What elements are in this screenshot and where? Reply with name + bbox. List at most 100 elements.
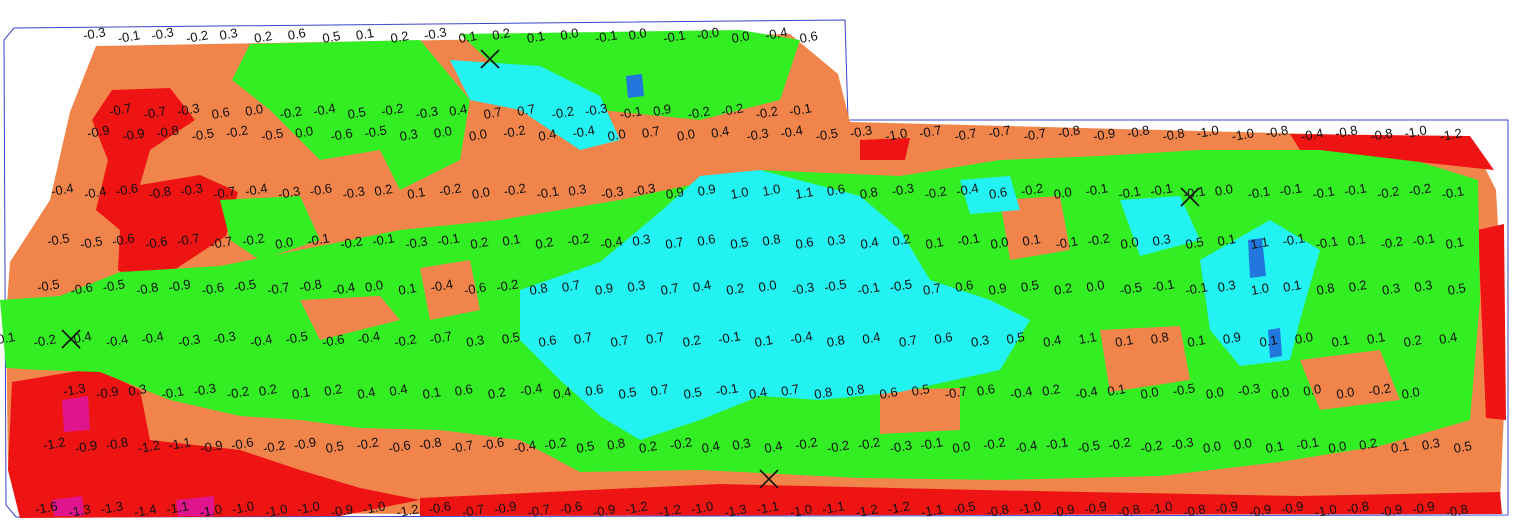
deviation-label: 0.1 [1346, 231, 1366, 249]
deviation-label: -0.1 [1343, 180, 1368, 199]
deviation-label: -0.1 [1295, 434, 1320, 453]
deviation-label: 0.9 [652, 101, 672, 119]
deviation-label: 0.0 [1053, 184, 1073, 202]
deviation-label: -0.2 [543, 434, 568, 453]
deviation-label: -0.5 [79, 233, 104, 252]
deviation-label: -1.2 [657, 501, 682, 520]
deviation-label: 0.0 [294, 123, 314, 141]
deviation-label: -0.3 [82, 24, 107, 43]
deviation-label: -0.9 [493, 498, 518, 517]
deviation-label: -0.9 [592, 501, 617, 520]
deviation-label: 0.1 [291, 384, 311, 402]
deviation-label: -0.3 [277, 183, 302, 202]
zone-red [8, 88, 1506, 518]
deviation-label: -0.7 [526, 501, 551, 520]
deviation-label: 0.0 [274, 234, 294, 252]
deviation-label: 0.4 [388, 381, 408, 399]
deviation-label: 1.1 [1077, 329, 1097, 347]
deviation-label: -1.0 [1018, 498, 1043, 517]
deviation-label: -0.4 [105, 331, 130, 350]
deviation-label: 0.7 [645, 329, 665, 347]
deviation-label: 0.2 [323, 381, 343, 399]
deviation-label: -0.9 [293, 434, 318, 453]
deviation-label: 0.3 [127, 381, 147, 399]
deviation-label: -0.3 [150, 24, 175, 43]
deviation-label: -0.1 [715, 380, 740, 399]
deviation-label: 0.4 [763, 438, 783, 456]
deviation-label: -0.4 [519, 380, 544, 399]
deviation-label: 0.4 [748, 384, 768, 402]
deviation-label: 0.1 [1282, 277, 1302, 295]
deviation-label: -0.8 [1126, 122, 1151, 141]
deviation-label: -1.0 [884, 125, 909, 144]
deviation-label: -1.2 [624, 498, 649, 517]
deviation-label: 0.0 [730, 28, 750, 46]
deviation-label: -0.9 [1051, 501, 1076, 520]
deviation-label: -0.9 [74, 437, 99, 456]
deviation-label: -0.7 [953, 125, 978, 144]
deviation-label: 0.6 [988, 184, 1008, 202]
deviation-label: -0.2 [923, 183, 948, 202]
deviation-label: 0.9 [665, 184, 685, 202]
deviation-label: -0.8 [1265, 122, 1290, 141]
deviation-label: -0.5 [823, 276, 848, 295]
deviation-label: -1.0 [1149, 498, 1174, 517]
deviation-label: 0.0 [1214, 181, 1234, 199]
deviation-label: 0.4 [1438, 329, 1458, 347]
deviation-label: -1.2 [395, 501, 420, 520]
deviation-label: -0.5 [284, 328, 309, 347]
deviation-label: 0.2 [681, 332, 701, 350]
deviation-label: 0.5 [1020, 277, 1040, 295]
deviation-label: 0.2 [389, 28, 409, 46]
deviation-label: 0.0 [1335, 384, 1355, 402]
deviation-label: -0.2 [262, 437, 287, 456]
deviation-label: -1.1 [755, 498, 780, 517]
deviation-label: 0.1 [406, 184, 426, 202]
deviation-label: 0.1 [1258, 332, 1278, 350]
deviation-label: -0.1 [436, 230, 461, 249]
deviation-label: 0.3 [626, 277, 646, 295]
zone-orange-streaks [300, 196, 1400, 434]
deviation-label: 0.0 [471, 184, 491, 202]
zone-magenta [52, 396, 214, 516]
deviation-label: 0.3 [731, 435, 751, 453]
deviation-label: -0.0 [696, 24, 721, 43]
red-zone-top-right [1290, 134, 1494, 170]
deviation-label: -0.2 [1086, 230, 1111, 249]
deviation-label: 0.2 [725, 280, 745, 298]
cyan-zone-center [520, 170, 1030, 440]
deviation-label: -0.8 [1117, 501, 1142, 520]
deviation-label: -0.6 [463, 279, 488, 298]
deviation-label: 0.7 [573, 329, 593, 347]
deviation-label: -0.4 [244, 180, 269, 199]
deviation-label: -0.4 [429, 276, 454, 295]
deviation-label: -0.7 [944, 383, 969, 402]
deviation-label: -0.8 [298, 276, 323, 295]
deviation-label: -0.5 [889, 276, 914, 295]
deviation-label: 0.9 [696, 181, 716, 199]
deviation-label: -0.9 [1248, 501, 1273, 520]
green-zone-left-mid [220, 196, 320, 260]
deviation-label: -0.8 [1334, 122, 1359, 141]
zone-cyan [450, 60, 1320, 440]
deviation-label: 0.8 [813, 384, 833, 402]
deviation-label: -1.1 [920, 501, 945, 520]
deviation-label: -0.2 [495, 276, 520, 295]
deviation-label: 0.2 [1402, 332, 1422, 350]
deviation-label: 0.6 [584, 381, 604, 399]
deviation-label: 0.3 [1381, 280, 1401, 298]
deviation-label: 0.0 [1302, 381, 1322, 399]
deviation-label: 0.5 [1184, 234, 1204, 252]
green-zone-upper-left [232, 40, 470, 190]
magenta-spot-bottom-2 [176, 496, 214, 516]
cross-marker-bottom [759, 469, 779, 489]
deviation-label: -1.3 [723, 501, 748, 520]
cross-marker-left [61, 329, 81, 349]
deviation-label: 0.6 [696, 231, 716, 249]
reference-markers [61, 49, 1200, 489]
deviation-label: 0.0 [364, 277, 384, 295]
deviation-label: -0.2 [794, 434, 819, 453]
green-zone-upper-center [460, 30, 800, 120]
deviation-label: -0.9 [1083, 498, 1108, 517]
deviation-label: -0.4 [571, 122, 596, 141]
